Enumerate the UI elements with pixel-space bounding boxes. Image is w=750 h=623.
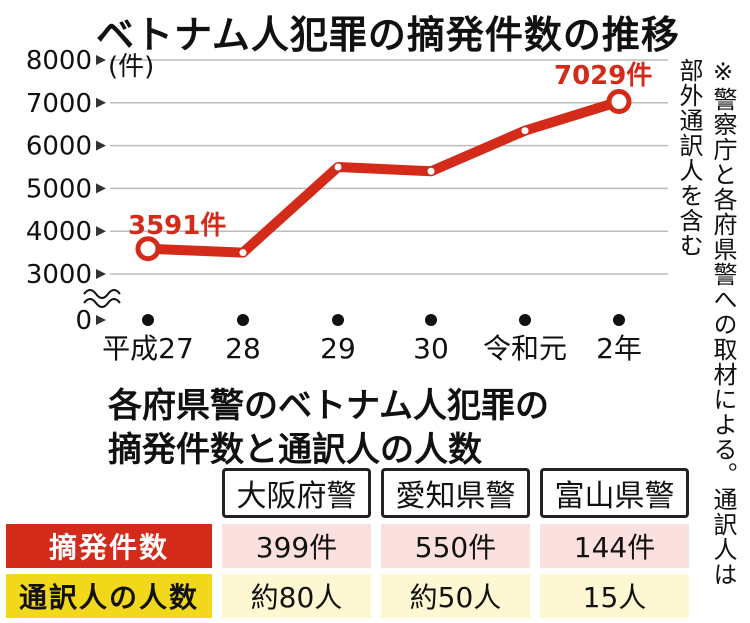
table-title-line-2: 摘発件数と通訳人の人数 xyxy=(108,430,482,470)
data-point-1 xyxy=(239,249,247,257)
y-tick-label-8000: 8000 xyxy=(26,46,92,76)
tick-arrow-0 xyxy=(96,315,106,325)
axis-break-mark-2 xyxy=(83,298,121,308)
source-note-line-1: ※警察庁と各府県警への取材による。通訳人は xyxy=(709,58,737,587)
cell-interpreters-toyama: 15人 xyxy=(540,574,689,618)
tick-arrow-8000 xyxy=(96,55,106,65)
series-line xyxy=(143,96,624,258)
column-header-toyama: 富山県警 xyxy=(540,468,689,518)
cell-interpreters-aichi: 約50人 xyxy=(381,574,530,618)
y-tick-label-5000: 5000 xyxy=(26,174,92,204)
data-point-4 xyxy=(521,127,529,135)
tick-arrow-4000 xyxy=(96,226,106,237)
tick-arrow-5000 xyxy=(96,183,106,194)
x-tick-dot-4 xyxy=(519,314,531,326)
data-label-0: 3591件 xyxy=(128,211,226,241)
chart-title: ベトナム人犯罪の摘発件数の推移 xyxy=(96,13,680,57)
x-tick-dot-0 xyxy=(142,314,154,326)
cell-interpreters-osaka: 約80人 xyxy=(222,574,371,618)
x-tick-dot-1 xyxy=(237,314,249,326)
data-point-0 xyxy=(135,236,161,262)
x-tick-label-3: 30 xyxy=(413,332,449,365)
tick-arrow-6000 xyxy=(96,140,106,151)
table-header-row: 大阪府警 愛知県警 富山県警 xyxy=(6,468,689,518)
x-tick-dot-3 xyxy=(425,314,437,326)
table-title-line-1: 各府県警のベトナム人犯罪の xyxy=(108,386,549,426)
column-header-aichi: 愛知県警 xyxy=(381,468,530,518)
cell-arrests-aichi: 550件 xyxy=(381,524,530,568)
data-point-2 xyxy=(334,163,342,171)
data-point-3 xyxy=(427,167,435,175)
y-tick-label-7000: 7000 xyxy=(26,89,92,119)
tick-arrow-7000 xyxy=(96,97,106,108)
x-tick-label-2: 29 xyxy=(320,332,356,365)
data-point-5 xyxy=(606,89,632,115)
table-row-interpreters: 通訳人の人数 約80人 約50人 15人 xyxy=(6,574,689,618)
cell-arrests-osaka: 399件 xyxy=(222,524,371,568)
table-title: 各府県警のベトナム人犯罪の 摘発件数と通訳人の人数 xyxy=(108,384,549,472)
cell-arrests-toyama: 144件 xyxy=(540,524,689,568)
row-label-arrests: 摘発件数 xyxy=(6,524,212,568)
x-tick-dot-2 xyxy=(332,314,344,326)
source-note-line-2: 部外通訳人を含む xyxy=(675,58,703,258)
table-corner xyxy=(6,468,212,518)
x-tick-label-4: 令和元 xyxy=(483,332,567,365)
row-label-interpreters: 通訳人の人数 xyxy=(6,574,212,618)
x-tick-label-1: 28 xyxy=(225,332,261,365)
x-tick-dot-5 xyxy=(613,314,625,326)
tick-arrow-3000 xyxy=(96,269,106,279)
x-tick-label-0: 平成27 xyxy=(102,332,194,365)
y-axis-unit-label: (件) xyxy=(108,52,155,82)
column-header-osaka: 大阪府警 xyxy=(222,468,371,518)
data-label-5: 7029件 xyxy=(554,61,652,91)
y-tick-label-0: 0 xyxy=(75,306,92,336)
table-row-arrests: 摘発件数 399件 550件 144件 xyxy=(6,524,689,568)
y-tick-label-4000: 4000 xyxy=(26,217,92,247)
y-tick-label-6000: 6000 xyxy=(26,132,92,162)
y-tick-label-3000: 3000 xyxy=(26,260,92,290)
axis-break-mark-1 xyxy=(83,289,121,299)
x-tick-label-5: 2年 xyxy=(596,332,642,365)
stats-table: 大阪府警 愛知県警 富山県警 摘発件数 399件 550件 144件 通訳人の人… xyxy=(6,468,689,618)
